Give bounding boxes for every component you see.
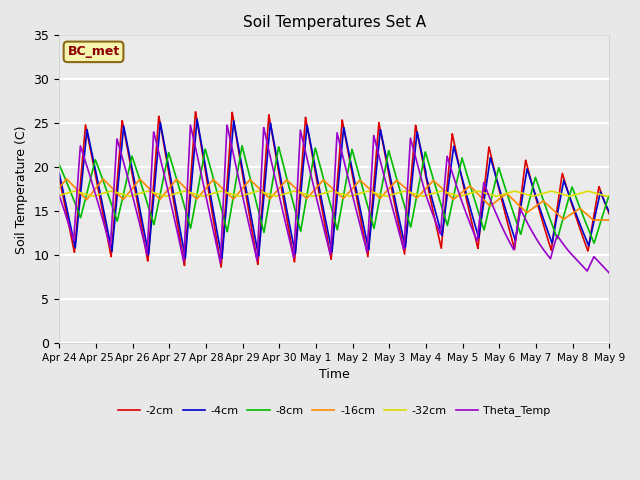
-8cm [605, 194, 613, 200]
-2cm [478, 206, 486, 212]
-32cm [437, 188, 445, 194]
-8cm [422, 152, 430, 157]
-2cm [462, 195, 470, 201]
Title: Soil Temperatures Set A: Soil Temperatures Set A [243, 15, 426, 30]
Theta_Temp [150, 130, 157, 135]
Legend: -2cm, -4cm, -8cm, -16cm, -32cm, Theta_Temp: -2cm, -4cm, -8cm, -16cm, -32cm, Theta_Te… [113, 401, 555, 421]
Theta_Temp [187, 122, 195, 128]
-32cm [150, 190, 157, 196]
Y-axis label: Soil Temperature (C): Soil Temperature (C) [15, 125, 28, 253]
-16cm [150, 191, 158, 196]
Line: -4cm: -4cm [59, 119, 609, 258]
Line: -8cm: -8cm [59, 146, 609, 243]
-4cm [218, 255, 226, 261]
-4cm [55, 170, 63, 176]
Line: Theta_Temp: Theta_Temp [59, 125, 609, 273]
-4cm [486, 156, 494, 161]
Line: -16cm: -16cm [59, 179, 609, 220]
-32cm [55, 192, 63, 198]
-32cm [478, 189, 486, 195]
Theta_Temp [486, 196, 494, 202]
-8cm [412, 201, 419, 207]
-4cm [150, 192, 157, 198]
-2cm [191, 109, 199, 115]
-32cm [486, 192, 494, 197]
-16cm [589, 217, 597, 223]
Theta_Temp [478, 195, 486, 201]
-16cm [462, 186, 470, 192]
-32cm [411, 191, 419, 197]
-32cm [422, 192, 430, 198]
-2cm [150, 179, 157, 184]
-32cm [605, 192, 613, 198]
-2cm [217, 264, 225, 270]
Theta_Temp [412, 153, 419, 159]
-8cm [150, 222, 157, 228]
-32cm [462, 192, 470, 197]
-4cm [193, 116, 201, 122]
-8cm [590, 240, 598, 246]
Theta_Temp [462, 210, 470, 216]
-2cm [55, 175, 63, 180]
-8cm [55, 161, 63, 167]
-2cm [486, 150, 494, 156]
-2cm [605, 211, 613, 217]
X-axis label: Time: Time [319, 369, 349, 382]
-2cm [422, 177, 430, 182]
Theta_Temp [422, 193, 430, 199]
-16cm [605, 216, 613, 222]
-32cm [419, 193, 427, 199]
Line: -2cm: -2cm [59, 112, 609, 267]
-4cm [478, 211, 486, 217]
-16cm [486, 203, 494, 209]
-16cm [422, 185, 430, 191]
-16cm [478, 195, 486, 201]
-4cm [412, 146, 419, 152]
-4cm [462, 190, 470, 196]
Theta_Temp [55, 192, 63, 198]
-8cm [478, 221, 486, 227]
Theta_Temp [605, 270, 613, 276]
Line: -32cm: -32cm [59, 191, 609, 196]
Text: BC_met: BC_met [67, 45, 120, 59]
-2cm [412, 125, 419, 131]
-8cm [238, 143, 246, 149]
-16cm [412, 194, 419, 200]
-4cm [605, 210, 613, 216]
-16cm [55, 185, 63, 191]
-16cm [63, 176, 70, 181]
-4cm [422, 174, 430, 180]
-8cm [486, 201, 494, 206]
-8cm [462, 168, 470, 174]
